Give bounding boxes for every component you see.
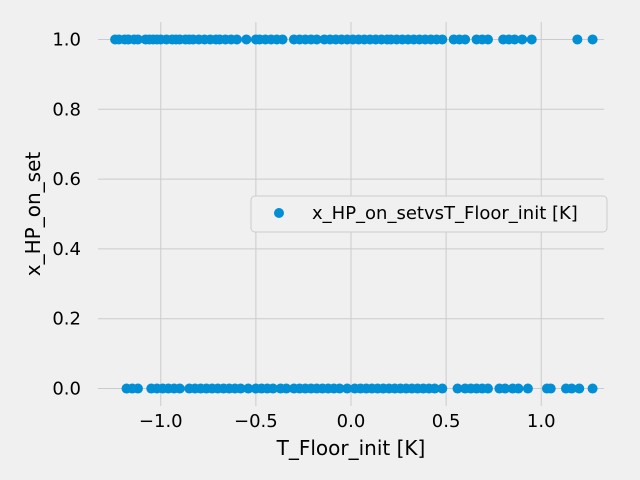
data-point bbox=[241, 34, 252, 45]
legend-marker bbox=[274, 208, 284, 218]
data-point bbox=[174, 383, 185, 394]
data-point bbox=[545, 383, 556, 394]
data-point bbox=[132, 34, 143, 45]
x-axis-label: T_Floor_init [K] bbox=[276, 436, 426, 460]
legend: x_HP_on_setvsT_Floor_init [K] bbox=[250, 195, 608, 233]
data-point bbox=[482, 34, 493, 45]
data-point bbox=[566, 383, 577, 394]
y-tick-label: 1.0 bbox=[52, 29, 81, 50]
data-point bbox=[277, 34, 288, 45]
x-tick-label: −1.0 bbox=[139, 411, 183, 432]
x-tick-label: 1.0 bbox=[527, 411, 556, 432]
data-point bbox=[522, 383, 533, 394]
legend-box bbox=[250, 195, 608, 233]
data-point bbox=[482, 383, 493, 394]
data-point bbox=[517, 34, 528, 45]
data-point bbox=[243, 383, 254, 394]
y-tick-label: 0.8 bbox=[52, 99, 81, 120]
data-point bbox=[460, 34, 471, 45]
legend-label: x_HP_on_setvsT_Floor_init [K] bbox=[312, 203, 578, 224]
data-point bbox=[235, 383, 246, 394]
x-tick-label: −0.5 bbox=[234, 411, 278, 432]
data-point bbox=[526, 34, 537, 45]
data-point bbox=[231, 34, 242, 45]
data-point bbox=[513, 383, 524, 394]
data-point bbox=[509, 34, 520, 45]
x-tick-label: 0.5 bbox=[432, 411, 461, 432]
data-point bbox=[437, 383, 448, 394]
data-point bbox=[500, 383, 511, 394]
data-point bbox=[587, 34, 598, 45]
y-tick-label: 0.6 bbox=[52, 169, 81, 190]
data-point bbox=[574, 383, 585, 394]
data-point bbox=[334, 383, 345, 394]
data-point bbox=[572, 34, 583, 45]
data-point bbox=[452, 383, 463, 394]
y-tick-label: 0.0 bbox=[52, 379, 81, 400]
data-point bbox=[437, 34, 448, 45]
data-point bbox=[281, 383, 292, 394]
data-point bbox=[429, 383, 440, 394]
data-point bbox=[587, 383, 598, 394]
data-point bbox=[311, 34, 322, 45]
y-tick-label: 0.4 bbox=[52, 239, 81, 260]
data-point bbox=[342, 383, 353, 394]
data-point bbox=[268, 383, 279, 394]
data-point bbox=[132, 383, 143, 394]
y-axis-label: x_HP_on_set bbox=[21, 152, 45, 277]
y-tick-label: 0.2 bbox=[52, 309, 81, 330]
x-tick-label: 0.0 bbox=[337, 411, 366, 432]
tick-labels: −1.0 −0.5 0.0 0.5 1.0 0.0 0.2 0.4 0.6 0.8 1.0 bbox=[52, 29, 555, 432]
data-points bbox=[110, 34, 598, 394]
